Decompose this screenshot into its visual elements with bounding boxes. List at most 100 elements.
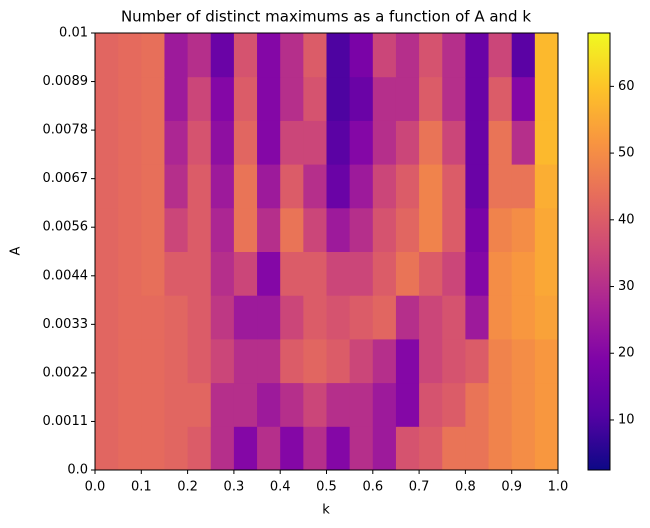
heatmap-cell xyxy=(326,338,351,384)
heatmap-cell xyxy=(372,33,397,78)
heatmap-cell xyxy=(164,251,189,296)
heatmap-cell xyxy=(465,251,490,296)
heatmap-cell xyxy=(465,382,490,427)
y-tick-label: 0.0078 xyxy=(43,123,89,138)
heatmap-cell xyxy=(442,426,466,471)
heatmap-cell xyxy=(349,33,374,78)
x-tick-label: 1.0 xyxy=(548,480,569,495)
heatmap-cell xyxy=(442,338,466,384)
y-axis-label: A xyxy=(9,246,24,255)
heatmap-cell xyxy=(442,251,466,296)
x-axis-label: k xyxy=(322,503,330,518)
heatmap-cell xyxy=(326,76,351,121)
heatmap-cell xyxy=(442,120,466,165)
heatmap-cell xyxy=(303,382,327,427)
heatmap-cell xyxy=(372,338,397,384)
heatmap-cell xyxy=(257,251,281,296)
heatmap-cell xyxy=(257,426,281,471)
heatmap-cell xyxy=(118,207,142,252)
heatmap-cell xyxy=(257,382,281,427)
heatmap-cell xyxy=(210,251,235,296)
y-tick-label: 0.0033 xyxy=(43,317,89,332)
heatmap-cell xyxy=(210,295,235,340)
heatmap-cell xyxy=(210,76,235,121)
heatmap-cell xyxy=(534,338,559,384)
heatmap-cell xyxy=(442,207,466,252)
heatmap-cell xyxy=(210,338,235,384)
colorbar-tick-label: 20 xyxy=(618,346,635,361)
heatmap-cell xyxy=(233,120,258,165)
heatmap-cell xyxy=(280,76,304,121)
heatmap-cell xyxy=(488,33,513,78)
heatmap-cell xyxy=(118,164,142,209)
heatmap-cell xyxy=(187,251,212,296)
heatmap-cell xyxy=(280,426,304,471)
x-tick-label: 0.0 xyxy=(85,480,106,495)
heatmap-cell xyxy=(465,207,490,252)
heatmap-cell xyxy=(210,382,235,427)
x-tick-label: 0.9 xyxy=(501,480,522,495)
heatmap-cell xyxy=(534,164,559,209)
heatmap-cell xyxy=(419,207,443,252)
y-tick-label: 0.0067 xyxy=(43,171,89,186)
heatmap-cell xyxy=(233,33,258,78)
heatmap-cell xyxy=(280,382,304,427)
heatmap-cell xyxy=(95,120,119,165)
heatmap-cell xyxy=(534,426,559,471)
x-tick-label: 0.3 xyxy=(224,480,245,495)
heatmap-cell xyxy=(326,251,351,296)
heatmap-cell xyxy=(442,76,466,121)
heatmap-cell xyxy=(257,164,281,209)
heatmap-cell xyxy=(118,338,142,384)
heatmap-cell xyxy=(488,76,513,121)
heatmap-cell xyxy=(280,120,304,165)
heatmap-cell xyxy=(349,164,374,209)
heatmap-cell xyxy=(95,295,119,340)
heatmap-cell xyxy=(95,33,119,78)
heatmap-cell xyxy=(280,207,304,252)
heatmap-cell xyxy=(511,207,536,252)
heatmap-cell xyxy=(419,164,443,209)
heatmap-cell xyxy=(141,207,165,252)
heatmap-cell xyxy=(257,33,281,78)
heatmap-cell xyxy=(395,251,420,296)
heatmap-cell xyxy=(210,164,235,209)
heatmap-cell xyxy=(303,338,327,384)
y-tick-label: 0.0011 xyxy=(43,414,89,429)
heatmap-cell xyxy=(465,76,490,121)
x-tick-label: 0.2 xyxy=(177,480,198,495)
heatmap-cell xyxy=(141,295,165,340)
heatmap-cell xyxy=(257,338,281,384)
heatmap-cell xyxy=(164,33,189,78)
heatmap-cell xyxy=(465,295,490,340)
y-tick-label: 0.01 xyxy=(59,26,88,41)
heatmap-cell xyxy=(395,164,420,209)
heatmap-cell xyxy=(395,33,420,78)
heatmap-cell xyxy=(349,207,374,252)
heatmap-cell xyxy=(95,164,119,209)
heatmap-cell xyxy=(534,295,559,340)
heatmap-cell xyxy=(233,382,258,427)
heatmap-cell xyxy=(141,164,165,209)
heatmap-cell xyxy=(164,295,189,340)
heatmap-cell xyxy=(511,338,536,384)
heatmap-cell xyxy=(187,207,212,252)
heatmap-cell xyxy=(118,120,142,165)
heatmap-cell xyxy=(280,295,304,340)
heatmap-cell xyxy=(95,426,119,471)
heatmap-cell xyxy=(303,33,327,78)
heatmap-cell xyxy=(395,382,420,427)
heatmap-cell xyxy=(511,120,536,165)
chart-title: Number of distinct maximums as a functio… xyxy=(121,8,531,26)
heatmap-cell xyxy=(118,426,142,471)
heatmap-cell xyxy=(118,76,142,121)
heatmap-cell xyxy=(326,382,351,427)
heatmap-cell xyxy=(210,207,235,252)
heatmap-cell xyxy=(419,33,443,78)
heatmap-cell xyxy=(442,295,466,340)
heatmap-cell xyxy=(118,33,142,78)
heatmap-cell xyxy=(511,164,536,209)
heatmap-cell xyxy=(303,251,327,296)
heatmap-cell xyxy=(419,426,443,471)
